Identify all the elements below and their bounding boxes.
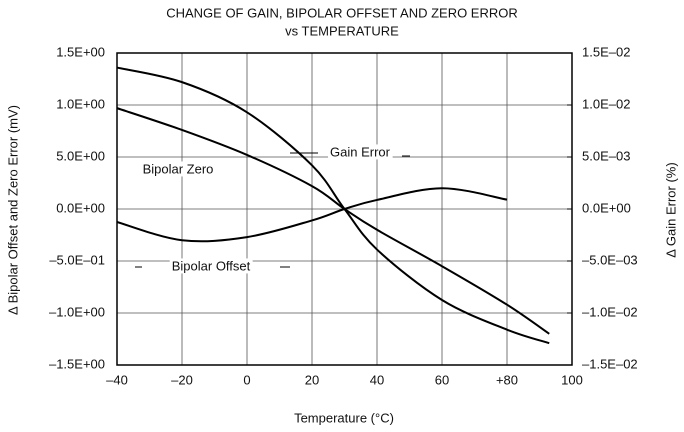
series-label: Bipolar Zero xyxy=(143,161,214,176)
y-tick-label: 0.0E+00 xyxy=(56,200,105,215)
y-tick-label: –5.0E–01 xyxy=(49,252,105,267)
y-tick-label: 1.0E+00 xyxy=(56,96,105,111)
y2-tick-label: 5.0E–03 xyxy=(582,148,630,163)
series-line xyxy=(116,187,508,243)
y-tick-label: –1.0E+00 xyxy=(49,304,105,319)
y2-axis-label: Δ Gain Error (%) xyxy=(663,162,678,257)
label-bg xyxy=(169,258,253,274)
y-tick-label: –1.5E+00 xyxy=(49,356,105,371)
y2-tick-label: –1.5E–02 xyxy=(582,356,638,371)
y2-tick-label: –5.0E–03 xyxy=(582,252,638,267)
label-bg xyxy=(140,161,216,177)
chart-subtitle: vs TEMPERATURE xyxy=(285,23,399,38)
x-tick-label: –40 xyxy=(106,372,128,387)
label-bg xyxy=(328,144,393,160)
x-tick-label: 20 xyxy=(305,372,319,387)
x-tick-label: +80 xyxy=(496,372,518,387)
y2-tick-label: 0.0E+00 xyxy=(582,200,631,215)
series-label: Bipolar Offset xyxy=(172,258,251,273)
x-tick-label: 60 xyxy=(435,372,449,387)
y2-tick-label: –1.0E–02 xyxy=(582,304,638,319)
y2-tick-label: 1.0E–02 xyxy=(582,96,630,111)
series-label: Gain Error xyxy=(330,144,391,159)
y-tick-label: 1.5E+00 xyxy=(56,44,105,59)
x-tick-label: 0 xyxy=(243,372,250,387)
x-tick-label: –20 xyxy=(171,372,193,387)
x-axis-label: Temperature (°C) xyxy=(294,410,394,425)
x-tick-label: 40 xyxy=(370,372,384,387)
y-tick-label: 5.0E+00 xyxy=(56,148,105,163)
y-axis-label: Δ Bipolar Offset and Zero Error (mV) xyxy=(5,105,20,315)
x-tick-label: 100 xyxy=(561,372,583,387)
chart-title: CHANGE OF GAIN, BIPOLAR OFFSET AND ZERO … xyxy=(166,5,518,20)
y2-tick-label: 1.5E–02 xyxy=(582,44,630,59)
